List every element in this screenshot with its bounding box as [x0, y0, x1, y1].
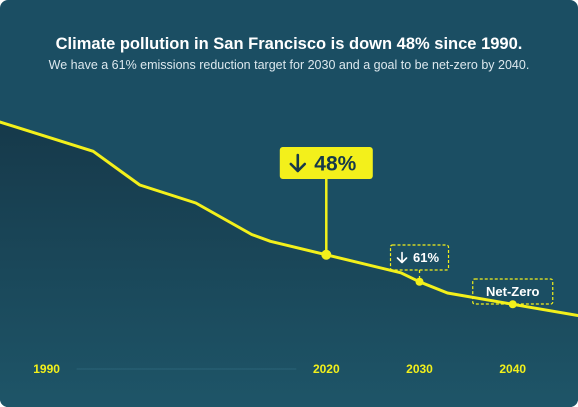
annotation: 48%	[279, 147, 373, 255]
x-tick-label: 1990	[33, 362, 60, 376]
x-axis-ticks: 1990 2020 2030 2040	[33, 362, 526, 376]
data-point	[508, 300, 517, 309]
badge-label: 48%	[314, 153, 356, 176]
badge-label: Net-Zero	[486, 284, 540, 299]
area-fill	[0, 122, 578, 407]
badge-box	[279, 147, 373, 179]
badge-label: 61%	[413, 250, 439, 265]
arrow-down-icon	[289, 153, 307, 173]
badge-box	[389, 244, 450, 271]
x-tick-label: 2040	[499, 362, 526, 376]
series-line	[0, 120, 578, 317]
series-markers	[321, 249, 517, 309]
data-point	[321, 249, 332, 260]
chart-title: Climate pollution in San Francisco is do…	[55, 35, 523, 53]
annotations: 48% 61% Net-Zero	[279, 147, 554, 305]
annotation: 61%	[389, 244, 450, 282]
data-point	[415, 277, 424, 286]
x-tick-label: 2030	[406, 362, 433, 376]
chart-subtitle: We have a 61% emissions reduction target…	[48, 58, 530, 72]
arrow-down-icon	[396, 251, 408, 264]
x-tick-label: 2020	[313, 362, 340, 376]
